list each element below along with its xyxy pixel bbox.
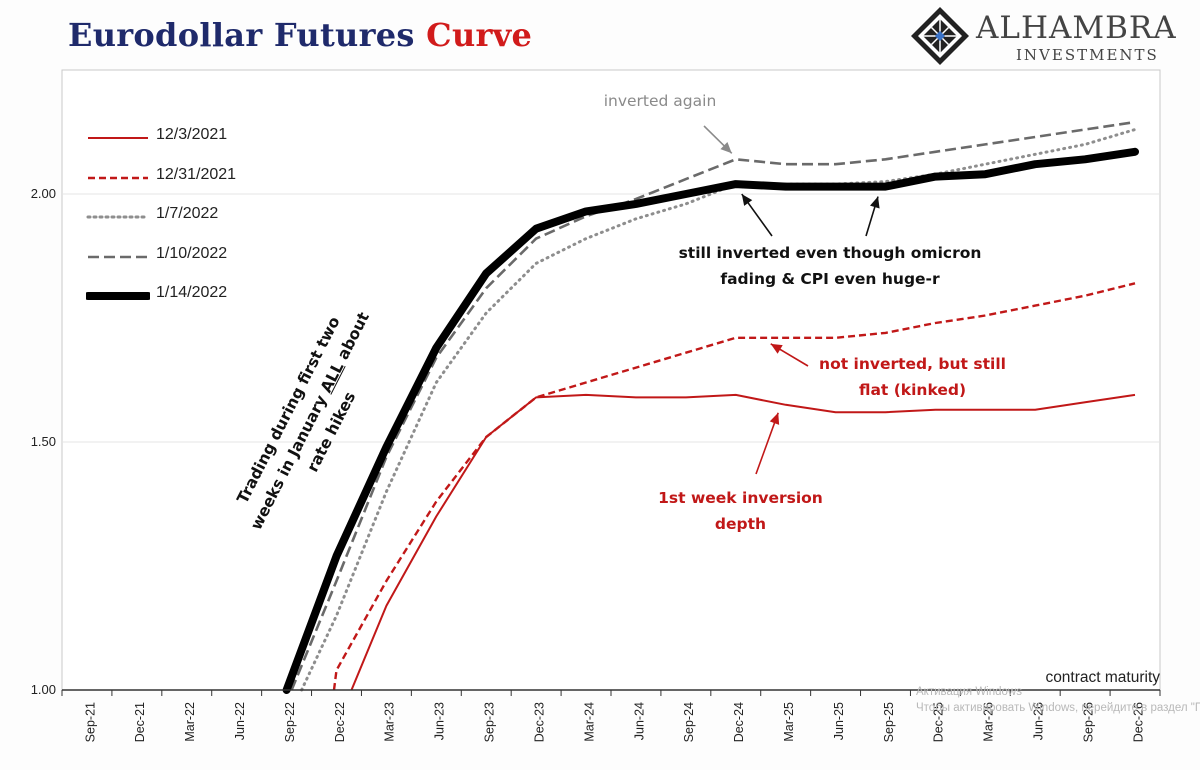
title-part-1: Eurodollar Futures [68, 16, 427, 54]
legend-item: 1/7/2022 [86, 203, 256, 243]
title-part-2: Curve [426, 16, 533, 54]
x-tick-label: Mar-22 [183, 702, 197, 742]
x-tick-label: Sep-22 [283, 702, 297, 742]
watermark-line: Чтобы активировать Windows, перейдите в … [916, 702, 1200, 714]
legend-swatch [86, 215, 150, 219]
annotation-not-inverted: not inverted, but still flat (kinked) [800, 351, 1025, 403]
x-tick-label: Sep-26 [1081, 702, 1095, 742]
legend-label: 12/31/2021 [156, 165, 237, 183]
legend-swatch [88, 137, 148, 139]
annotation-text: not inverted, but still [819, 355, 1006, 373]
arrow-not-inverted [770, 343, 809, 367]
x-tick-label: Dec-22 [333, 702, 347, 742]
series-line [350, 393, 1136, 691]
chart-title: Eurodollar Futures Curve [68, 16, 532, 54]
annotation-first-week: 1st week inversion depth [628, 485, 853, 537]
x-tick-label: Jun-26 [1032, 702, 1046, 740]
annotation-still-inverted: still inverted even though omicron fadin… [660, 240, 1000, 292]
annotation-text: still inverted even though omicron [678, 244, 982, 262]
logo-brand: ALHAMBRA [976, 10, 1177, 46]
x-tick-label: Sep-21 [83, 702, 97, 742]
legend-label: 1/14/2022 [156, 284, 228, 301]
annotation-text: inverted again [603, 92, 717, 110]
x-tick-label: Dec-24 [732, 702, 746, 742]
x-tick-label: Sep-24 [682, 702, 696, 742]
windows-activation-watermark: Активация Windows Чтобы активировать Win… [916, 684, 1200, 716]
x-tick-label: Sep-25 [882, 702, 896, 742]
series-line [290, 120, 1136, 691]
x-tick-label: Dec-23 [532, 702, 546, 742]
legend-swatch [88, 176, 148, 179]
x-tick-label: Dec-26 [1131, 702, 1145, 742]
series-line [282, 147, 1139, 694]
x-tick-label: Mar-23 [383, 702, 397, 742]
x-tick-label: Mar-24 [582, 702, 596, 742]
x-tick-label: Jun-24 [632, 702, 646, 740]
annotation-text: flat (kinked) [858, 381, 967, 399]
y-tick-label: 1.50 [31, 434, 56, 449]
legend-item: 12/3/2021 [86, 124, 256, 164]
watermark-line: Активация Windows [916, 686, 1022, 698]
y-tick-label: 2.00 [31, 186, 56, 201]
x-tick-label: Jun-25 [832, 702, 846, 740]
x-tick-label: Jun-23 [433, 702, 447, 740]
legend-label: 12/3/2021 [156, 126, 228, 143]
arrow-first-week [755, 412, 780, 475]
arrow-still-inverted-2 [865, 196, 880, 237]
logo-subtitle: INVESTMENTS [1016, 46, 1159, 64]
arrow-inverted-again [703, 125, 733, 154]
x-tick-label: Dec-25 [932, 702, 946, 742]
x-tick-label: Mar-26 [982, 702, 996, 742]
annotation-inverted-again: inverted again [570, 88, 750, 114]
legend-label: 1/10/2022 [156, 244, 228, 262]
x-axis-label: contract maturity [1045, 669, 1160, 686]
legend-swatch [86, 292, 150, 300]
y-tick-label: 1.00 [31, 682, 56, 697]
x-tick-label: Mar-25 [782, 702, 796, 742]
annotation-text: fading & CPI even huge-r [720, 270, 940, 288]
legend-item: 1/14/2022 [86, 282, 256, 322]
annotation-text: depth [714, 515, 767, 533]
series-line [300, 128, 1137, 692]
arrow-still-inverted-1 [741, 193, 773, 237]
series-line [332, 282, 1136, 691]
x-tick-label: Sep-23 [483, 702, 497, 742]
legend: 12/3/2021 12/31/2021 1/7/2022 1/10/2022 … [86, 124, 256, 322]
diamond-logo-icon [911, 7, 969, 65]
legend-item: 12/31/2021 [86, 164, 256, 204]
legend-item: 1/10/2022 [86, 243, 256, 283]
annotation-text: 1st week inversion [658, 489, 823, 507]
legend-swatch [88, 255, 148, 258]
x-tick-label: Jun-22 [233, 702, 247, 740]
x-tick-label: Dec-21 [133, 702, 147, 742]
alhambra-logo: ALHAMBRA INVESTMENTS [910, 4, 1200, 70]
legend-label: 1/7/2022 [156, 205, 219, 222]
